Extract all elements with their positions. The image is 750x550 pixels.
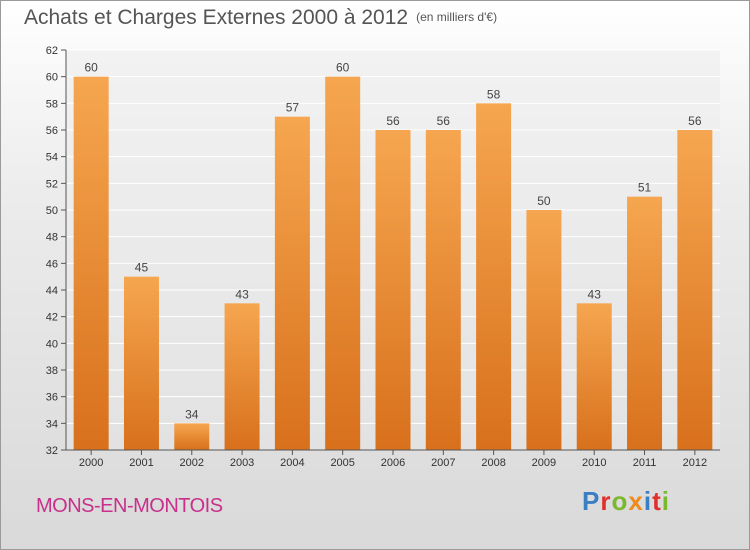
y-tick-label: 40 [46,338,58,350]
data-label-2001: 45 [135,261,149,275]
bar-2003 [224,303,260,450]
bar-2000 [73,76,109,451]
bar-2010 [576,303,612,450]
x-tick-label-2005: 2005 [330,457,354,469]
data-label-2010: 43 [588,287,602,301]
x-tick-label-2004: 2004 [280,457,304,469]
y-tick-label: 62 [46,45,58,57]
x-tick-label-2003: 2003 [230,457,254,469]
data-label-2004: 57 [286,101,300,115]
x-tick-label-2010: 2010 [582,457,606,469]
bar-2002 [174,423,210,450]
proxiti-logo[interactable]: Proxiti [582,486,670,516]
data-label-2008: 58 [487,87,501,101]
y-tick-label: 48 [46,232,58,244]
data-label-2003: 43 [235,287,249,301]
y-tick-label: 38 [46,365,58,377]
data-label-2007: 56 [437,114,451,128]
data-label-2009: 50 [537,194,551,208]
data-label-2006: 56 [386,114,400,128]
bar-2012 [677,130,713,450]
bar-2001 [123,276,159,450]
x-tick-label-2011: 2011 [633,457,657,469]
y-tick-label: 32 [46,445,58,457]
bar-2011 [627,196,663,450]
bar-2004 [274,116,310,451]
x-tick-label-2006: 2006 [381,457,405,469]
bar-2006 [375,130,411,450]
y-tick-label: 44 [46,285,58,297]
x-tick-label-2008: 2008 [481,457,505,469]
title-text: Achats et Charges Externes 2000 à 2012 [24,6,409,29]
bar-2005 [325,76,361,451]
data-label-2000: 60 [84,61,98,75]
x-tick-label-2009: 2009 [532,457,556,469]
y-tick-label: 54 [46,152,58,164]
y-tick-label: 42 [46,312,58,324]
y-tick-label: 52 [46,178,58,190]
x-tick-label-2001: 2001 [129,457,153,469]
y-tick-label: 60 [46,72,58,84]
y-tick-label: 56 [46,125,58,137]
y-tick-label: 50 [46,205,58,217]
x-tick-label-2012: 2012 [683,457,707,469]
y-tick-label: 36 [46,392,58,404]
x-tick-label-2002: 2002 [180,457,204,469]
x-tick-label-2007: 2007 [431,457,455,469]
data-label-2012: 56 [688,114,702,128]
y-tick-label: 46 [46,258,58,270]
unit-label: (en milliers d'€) [416,10,498,24]
x-tick-label-2000: 2000 [79,457,103,469]
bar-2008 [476,103,512,450]
bar-2007 [425,130,461,450]
bar-2009 [526,210,562,450]
commune-name: MONS-EN-MONTOIS [36,495,223,517]
y-tick-label: 58 [46,98,58,110]
chart-title: Achats et Charges Externes 2000 à 2012 (e… [24,6,497,30]
y-tick-label: 34 [46,418,58,430]
data-label-2005: 60 [336,61,350,75]
data-label-2011: 51 [638,181,652,195]
data-label-2002: 34 [185,407,199,421]
